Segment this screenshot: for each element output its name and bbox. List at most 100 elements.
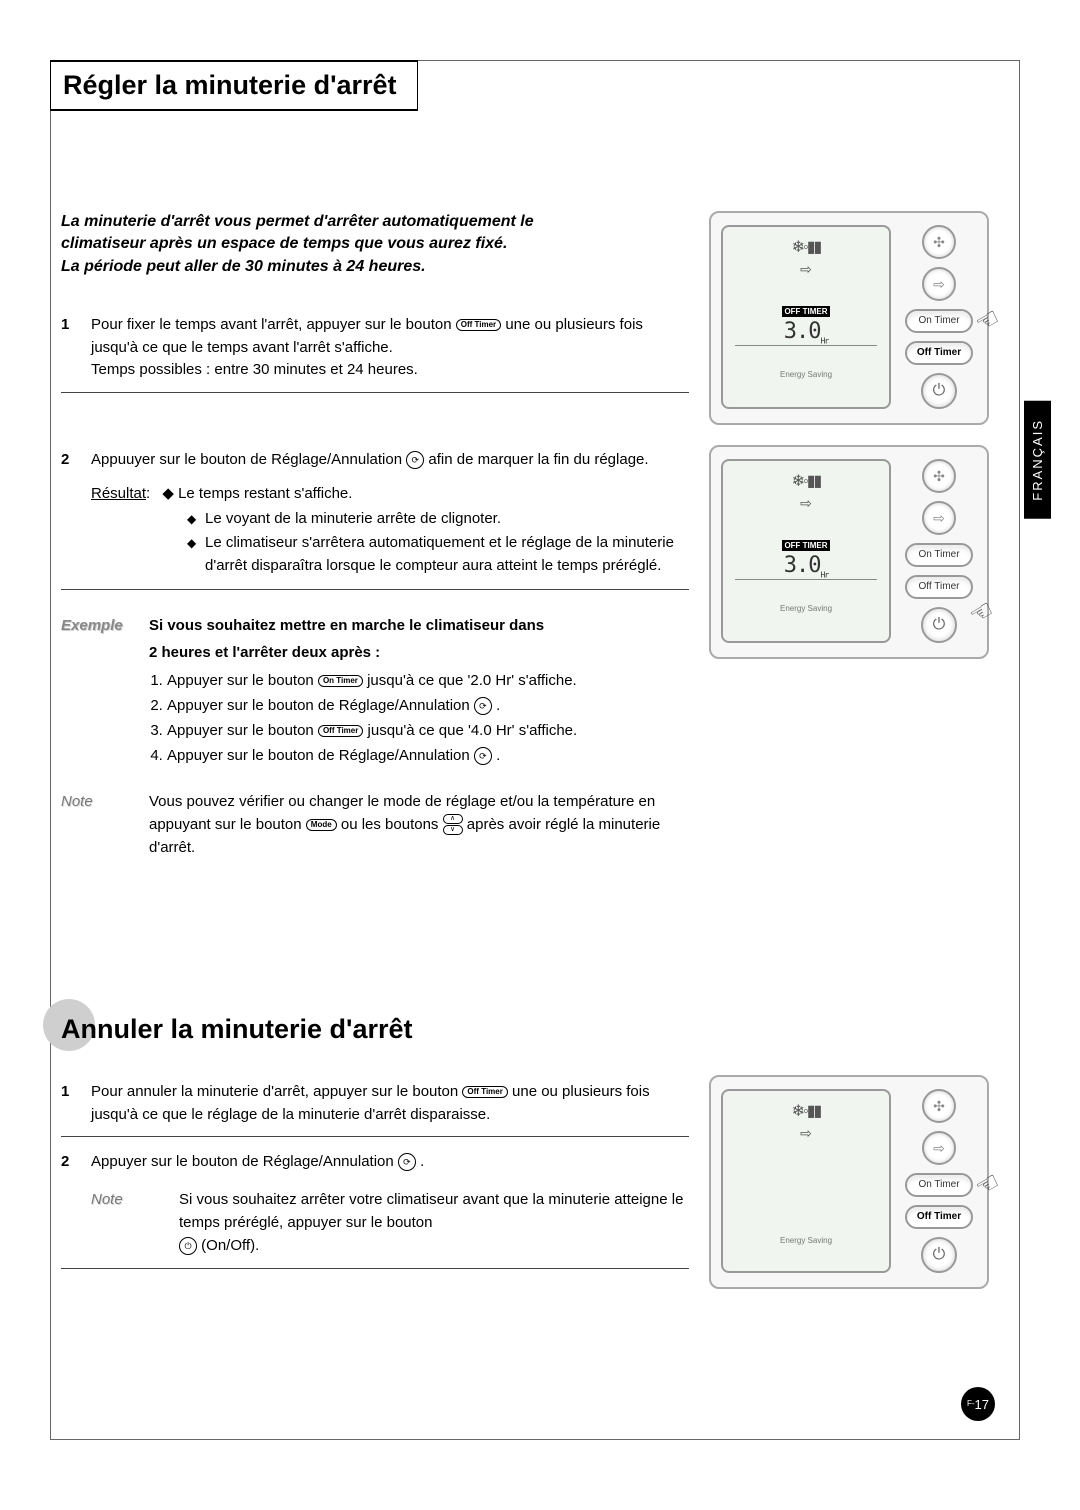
fan-button: ✣ <box>922 225 956 259</box>
section2: Annuler la minuterie d'arrêt 1 Pour annu… <box>51 999 989 1309</box>
page-number: 17 <box>975 1397 989 1412</box>
intro-line3: La période peut aller de 30 minutes à 24… <box>61 258 426 275</box>
down-arrow-icon: ∨ <box>443 825 463 835</box>
s2-note-b: (On/Off). <box>201 1237 259 1254</box>
signal-icon: ❄◦▮▮ <box>729 237 883 257</box>
s2-step1-num: 1 <box>61 1081 91 1126</box>
remote2-lcd: ❄◦▮▮ ⇨ OFF TIMER 3.0Hr Energy Saving <box>721 459 891 643</box>
step2-text-a: Appuuyer sur le bouton de Réglage/Annula… <box>91 451 406 468</box>
step2-number: 2 <box>61 449 91 580</box>
off-timer-button: Off Timer <box>905 1205 973 1229</box>
swing-icon: ⇨ <box>729 1125 883 1142</box>
s2-step2-num: 2 <box>61 1151 91 1257</box>
remote1-buttons: ✣ ⇨ On Timer Off Timer ⏻ <box>901 225 977 409</box>
section2-text: 1 Pour annuler la minuterie d'arrêt, app… <box>61 1075 709 1309</box>
off-timer-lcd-label: OFF TIMER <box>782 306 829 317</box>
section1-note: Note Vous pouvez vérifier ou changer le … <box>61 790 689 860</box>
note-label: Note <box>61 790 149 860</box>
section1-title-box: Régler la minuterie d'arrêt <box>50 60 418 111</box>
set-cancel-icon: ⟳ <box>398 1153 416 1171</box>
section1-text: La minuterie d'arrêt vous permet d'arrêt… <box>61 211 709 859</box>
language-tab: FRANÇAIS <box>1024 401 1051 519</box>
section2-note: Note Si vous souhaitez arrêter votre cli… <box>91 1188 689 1258</box>
swing-icon: ⇨ <box>729 495 883 512</box>
section2-title: Annuler la minuterie d'arrêt <box>61 1014 413 1045</box>
section1-title: Régler la minuterie d'arrêt <box>63 70 397 101</box>
remote-diagram-3: ❄◦▮▮ ⇨ Energy Saving ✣ ⇨ On Timer Off Ti… <box>709 1075 989 1289</box>
section1-step1: 1 Pour fixer le temps avant l'arrêt, app… <box>61 308 689 393</box>
result-bullet1: Le temps restant s'affiche. <box>178 485 352 502</box>
resultat-label: Résultat <box>91 485 146 502</box>
note-body: Vous pouvez vérifier ou changer le mode … <box>149 790 689 860</box>
updown-button-icon: ∧ ∨ <box>443 814 463 835</box>
fan-button: ✣ <box>922 1089 956 1123</box>
result-bullet2: Le voyant de la minuterie arrête de clig… <box>187 508 689 531</box>
intro-line1: La minuterie d'arrêt vous permet d'arrêt… <box>61 213 534 230</box>
page-frame: FRANÇAIS Régler la minuterie d'arrêt La … <box>50 60 1020 1440</box>
s2-step2-b: . <box>420 1153 424 1170</box>
result-bullets: Le voyant de la minuterie arrête de clig… <box>187 508 689 578</box>
power-button: ⏻ <box>921 373 957 409</box>
section1-diagrams: ❄◦▮▮ ⇨ OFF TIMER 3.0Hr Energy Saving ✣ ⇨… <box>709 211 989 859</box>
off-timer-button-icon: Off Timer <box>456 319 501 331</box>
section2-title-wrap: Annuler la minuterie d'arrêt <box>43 999 989 1045</box>
swing-button: ⇨ <box>922 267 956 301</box>
remote-diagram-2: ❄◦▮▮ ⇨ OFF TIMER 3.0Hr Energy Saving ✣ ⇨… <box>709 445 989 659</box>
on-timer-button: On Timer <box>905 309 973 333</box>
ex-li3-a: Appuyer sur le bouton <box>167 722 318 739</box>
swing-button: ⇨ <box>922 1131 956 1165</box>
energy-saving-label: Energy Saving <box>729 604 883 613</box>
ex-li4-b: . <box>496 747 500 764</box>
ex-li1-b: jusqu'à ce que '2.0 Hr' s'affiche. <box>367 672 577 689</box>
energy-saving-label: Energy Saving <box>729 1236 883 1245</box>
power-button: ⏻ <box>921 607 957 643</box>
section1-step2: 2 Appuuyer sur le bouton de Réglage/Annu… <box>61 443 689 591</box>
ex-li1: Appuyer sur le bouton On Timer jusqu'à c… <box>167 669 689 692</box>
example-block: Exemple Si vous souhaitez mettre en marc… <box>61 614 689 770</box>
note-b: ou les boutons <box>341 816 443 833</box>
set-cancel-icon: ⟳ <box>474 697 492 715</box>
step2-body: Appuuyer sur le bouton de Réglage/Annula… <box>91 449 689 580</box>
energy-saving-label: Energy Saving <box>729 370 883 379</box>
seg-unit: Hr <box>821 336 829 345</box>
section1-intro: La minuterie d'arrêt vous permet d'arrêt… <box>61 211 689 278</box>
step2-text-b: afin de marquer la fin du réglage. <box>428 451 648 468</box>
s2-step2-body: Appuyer sur le bouton de Réglage/Annulat… <box>91 1151 689 1257</box>
remote1-lcd: ❄◦▮▮ ⇨ OFF TIMER 3.0Hr Energy Saving <box>721 225 891 409</box>
on-timer-button: On Timer <box>905 543 973 567</box>
seg-unit: Hr <box>821 570 829 579</box>
remote-diagram-1: ❄◦▮▮ ⇨ OFF TIMER 3.0Hr Energy Saving ✣ ⇨… <box>709 211 989 425</box>
intro-line2: climatiseur après un espace de temps que… <box>61 235 507 252</box>
off-timer-lcd-label: OFF TIMER <box>782 540 829 551</box>
ex-li2-b: . <box>496 697 500 714</box>
page-number-badge: F-17 <box>961 1387 995 1421</box>
lcd-segment: 3.0Hr <box>735 553 877 580</box>
s2-step2-a: Appuyer sur le bouton de Réglage/Annulat… <box>91 1153 398 1170</box>
off-timer-button-icon: Off Timer <box>462 1086 507 1098</box>
onoff-button-icon: ⏻ <box>179 1237 197 1255</box>
s2-note-label: Note <box>91 1188 179 1258</box>
set-cancel-icon: ⟳ <box>474 747 492 765</box>
section2-step1: 1 Pour annuler la minuterie d'arrêt, app… <box>61 1075 689 1137</box>
power-button: ⏻ <box>921 1237 957 1273</box>
on-timer-button-icon: On Timer <box>318 675 363 687</box>
ex-li2: Appuyer sur le bouton de Réglage/Annulat… <box>167 694 689 717</box>
swing-button: ⇨ <box>922 501 956 535</box>
s2-note-body: Si vous souhaitez arrêter votre climatis… <box>179 1188 689 1258</box>
signal-icon: ❄◦▮▮ <box>729 471 883 491</box>
result-bullet3: Le climatiseur s'arrêtera automatiquemen… <box>187 532 689 577</box>
ex-li4-a: Appuyer sur le bouton de Réglage/Annulat… <box>167 747 474 764</box>
swing-icon: ⇨ <box>729 261 883 278</box>
s2-note-a: Si vous souhaitez arrêter votre climatis… <box>179 1191 683 1231</box>
step1-text-a: Pour fixer le temps avant l'arrêt, appuy… <box>91 316 456 333</box>
seg-val: 3.0 <box>784 319 821 344</box>
ex-li3: Appuyer sur le bouton Off Timer jusqu'à … <box>167 719 689 742</box>
step1-text-c: Temps possibles : entre 30 minutes et 24… <box>91 361 418 378</box>
signal-icon: ❄◦▮▮ <box>729 1101 883 1121</box>
ex-li1-a: Appuyer sur le bouton <box>167 672 318 689</box>
example-list: Appuyer sur le bouton On Timer jusqu'à c… <box>167 669 689 768</box>
step1-number: 1 <box>61 314 91 382</box>
s2-step1-a: Pour annuler la minuterie d'arrêt, appuy… <box>91 1083 462 1100</box>
example-body: Si vous souhaitez mettre en marche le cl… <box>149 614 689 770</box>
example-label: Exemple <box>61 614 149 770</box>
